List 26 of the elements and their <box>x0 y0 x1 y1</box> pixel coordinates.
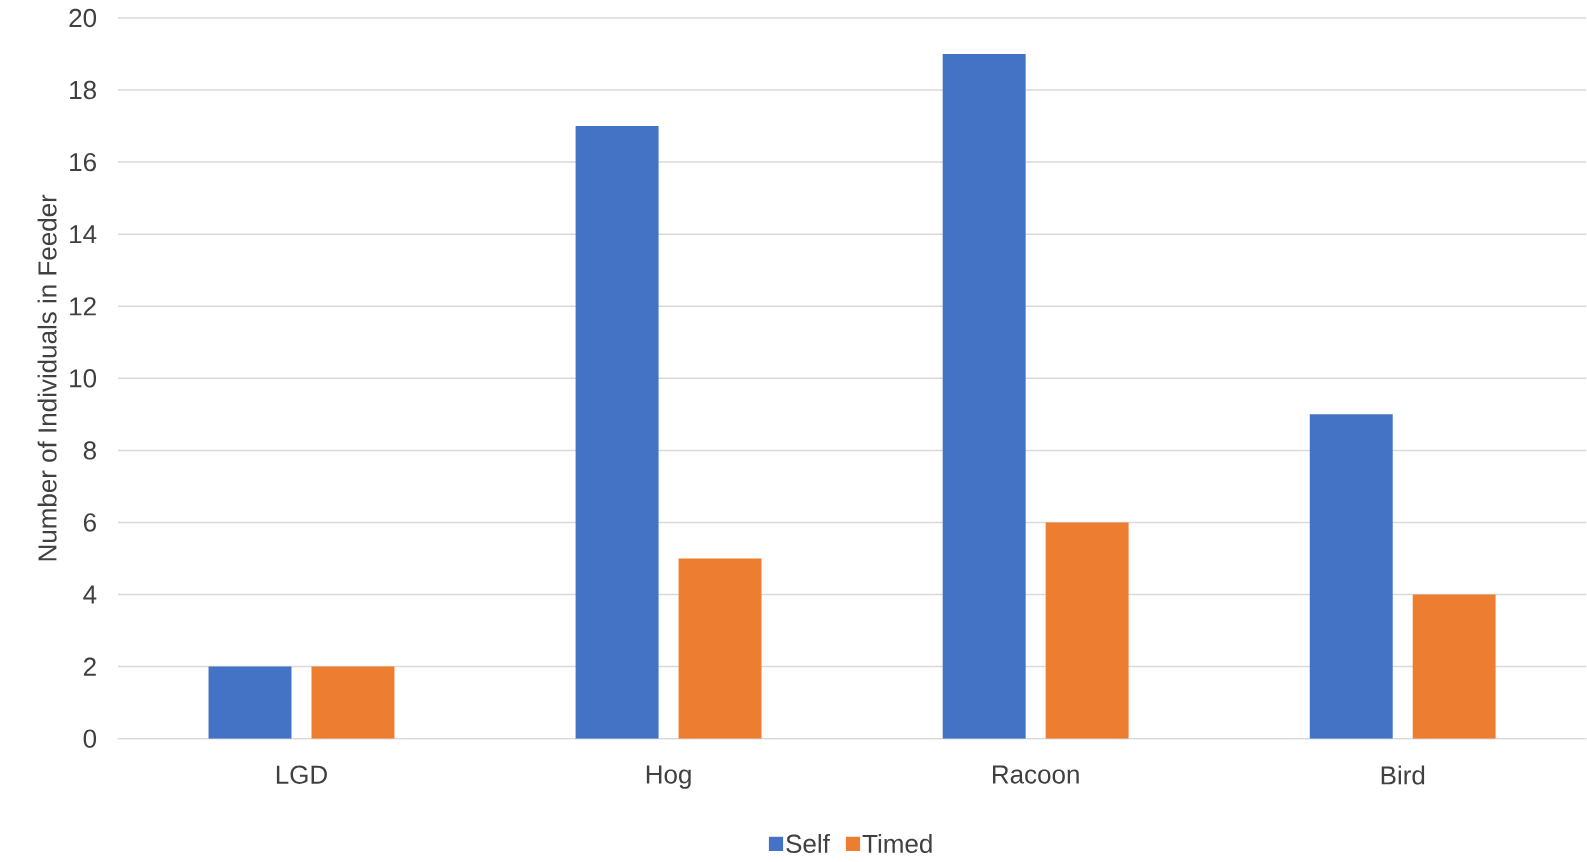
bar <box>208 666 292 739</box>
x-tick-label: Bird <box>1381 765 1425 785</box>
y-tick-label: 8 <box>83 441 96 460</box>
bar <box>1309 414 1393 739</box>
legend-label: Self <box>786 834 830 854</box>
y-tick-label: 16 <box>70 153 96 172</box>
y-tick-label: 2 <box>83 657 96 676</box>
bar <box>1412 594 1496 739</box>
y-axis-title: Number of Individuals in Feeder <box>37 194 57 561</box>
y-tick-label: 10 <box>70 369 97 388</box>
bar <box>678 558 762 739</box>
y-tick-label: 0 <box>83 729 97 749</box>
x-tick-label: Hog <box>646 765 691 789</box>
y-tick-label: 20 <box>69 8 97 28</box>
y-tick-label: 14 <box>70 225 97 244</box>
legend-label: Timed <box>862 834 932 854</box>
x-tick-label: LGD <box>276 765 327 785</box>
y-tick-label: 4 <box>83 585 97 604</box>
x-tick-label: Racoon <box>992 765 1079 784</box>
bar <box>1045 522 1129 739</box>
y-tick-label: 12 <box>70 297 96 316</box>
y-tick-label: 18 <box>70 81 96 100</box>
bar <box>311 666 395 739</box>
bar <box>942 54 1026 739</box>
y-tick-label: 6 <box>83 513 96 532</box>
bar <box>575 126 659 739</box>
